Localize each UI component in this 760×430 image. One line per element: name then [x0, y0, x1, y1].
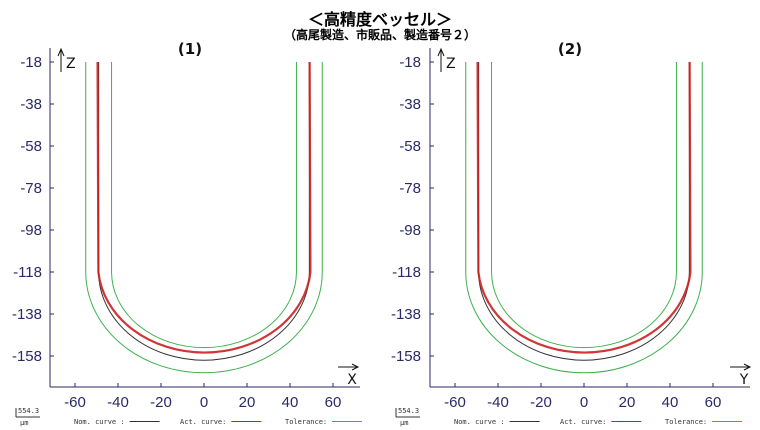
tolerance-inner-line	[111, 62, 297, 349]
legend-label: Act. curve:	[560, 418, 606, 426]
x-axis-label: Y	[739, 372, 749, 388]
nominal-curve-line	[478, 62, 690, 361]
y-axis-label: Z	[66, 56, 76, 72]
scale-unit: µm	[400, 419, 408, 427]
x-tick-label: -20	[150, 394, 172, 411]
x-tick-label: 0	[580, 394, 588, 411]
nominal-curve-line	[98, 62, 310, 361]
x-tick-label: 0	[200, 394, 208, 411]
y-axis-label: Z	[446, 56, 456, 72]
legend-label: Nom. curve :	[74, 418, 125, 426]
chart-panel-2: (2) Z Y -18 -38 -58 -78 -98 -118 -138 -158 -60 -40 -2…	[391, 40, 752, 427]
legend-label: Act. curve:	[180, 418, 226, 426]
y-tick-label: -78	[399, 180, 421, 197]
y-tick-label: -158	[391, 348, 421, 365]
y-tick-label: -58	[20, 138, 42, 155]
legend-label: Tolerance:	[665, 418, 707, 426]
x-axis-arrowhead	[351, 363, 360, 371]
x-tick-label: -20	[530, 394, 552, 411]
tolerance-outer-line	[465, 62, 703, 374]
actual-curve-line	[96, 61, 312, 354]
scale-unit: µm	[20, 419, 28, 427]
x-tick-label: 60	[705, 394, 722, 411]
x-tick-label: -60	[444, 394, 466, 411]
chart-title: ＜高精度ベッセル＞	[307, 10, 452, 29]
x-axis-label: X	[347, 372, 357, 388]
panel-label: (2)	[558, 40, 582, 58]
y-tick-label: -18	[399, 54, 421, 71]
x-tick-label: -60	[64, 394, 86, 411]
tolerance-outer-line	[85, 62, 323, 374]
y-tick-label: -118	[392, 264, 421, 281]
y-tick-label: -78	[20, 180, 42, 197]
y-tick-label: -138	[391, 306, 421, 323]
y-tick-label: -118	[13, 264, 42, 281]
legend-label: Nom. curve :	[454, 418, 505, 426]
x-tick-label: -40	[487, 394, 509, 411]
y-tick-label: -38	[399, 96, 421, 113]
legend-label: Tolerance:	[285, 418, 327, 426]
y-tick-label: -138	[12, 306, 42, 323]
y-tick-label: -58	[399, 138, 421, 155]
tolerance-inner-line	[491, 62, 677, 349]
z-axis-arrowhead	[57, 47, 65, 57]
z-axis-arrowhead	[437, 47, 445, 57]
x-tick-label: 40	[662, 394, 679, 411]
scale-value: 554.3	[398, 407, 419, 415]
panel-label: (1)	[178, 40, 202, 58]
x-tick-label: 20	[239, 394, 256, 411]
scale-value: 554.3	[18, 407, 39, 415]
x-axis-arrowhead	[743, 363, 752, 371]
x-tick-label: 40	[282, 394, 299, 411]
x-tick-label: 60	[325, 394, 342, 411]
y-tick-label: -98	[399, 222, 421, 239]
y-tick-label: -18	[20, 54, 42, 71]
actual-curve-line	[476, 61, 692, 354]
chart-panel-1: (1) Z X -18 -38 -58 -78 -98 -118 -138 -158 -60 -40 -2…	[12, 40, 362, 427]
x-tick-label: 20	[619, 394, 636, 411]
chart-subtitle: （高尾製造、市販品、製造番号２）	[283, 28, 476, 42]
y-tick-label: -158	[12, 348, 42, 365]
y-tick-label: -38	[20, 96, 42, 113]
x-tick-label: -40	[107, 394, 129, 411]
y-tick-label: -98	[20, 222, 42, 239]
